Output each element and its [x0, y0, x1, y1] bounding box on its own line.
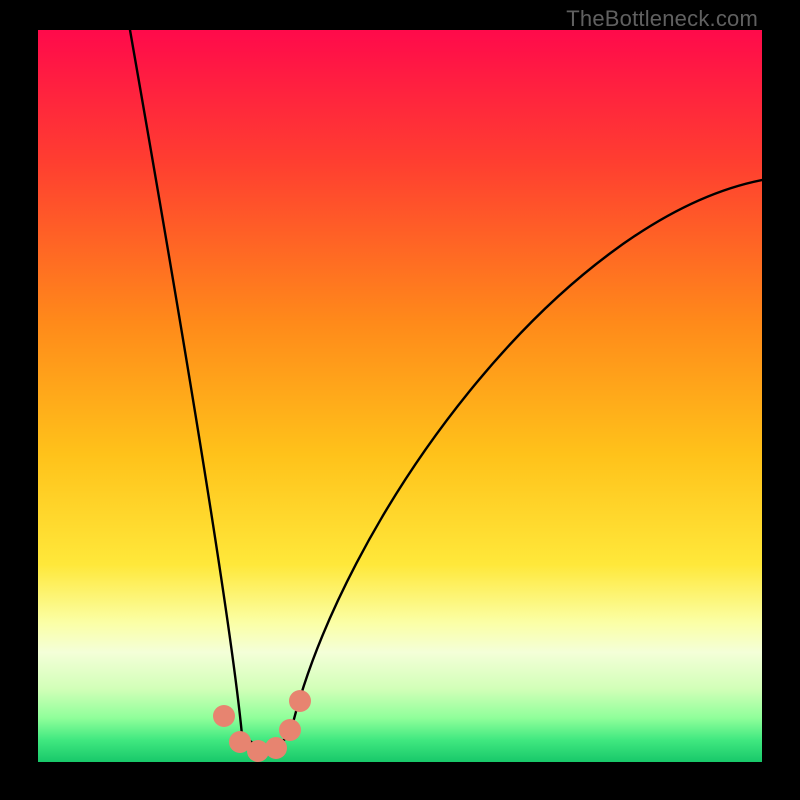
watermark-text: TheBottleneck.com	[566, 6, 758, 32]
chart-frame: TheBottleneck.com	[0, 0, 800, 800]
plot-area	[38, 30, 762, 762]
